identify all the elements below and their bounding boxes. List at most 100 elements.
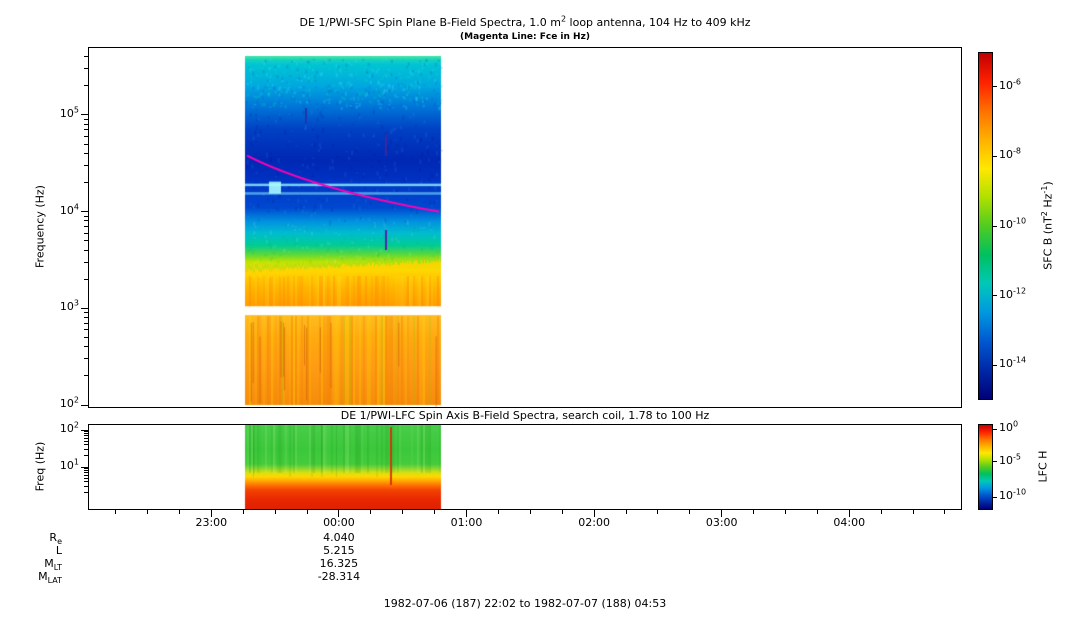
sfc-y-major-tick [81,114,88,116]
lfc-colorbar-tick-label: 100 [999,419,1019,435]
lfc-y-minor-tick [84,455,88,457]
lfc-y-tick-label: 101 [59,457,79,472]
ephemeris-value: 5.215 [323,544,355,557]
x-axis-minor-tick [784,510,786,514]
sfc-y-minor-tick [84,135,88,137]
sfc-y-minor-tick [84,358,88,360]
x-axis-minor-tick [753,510,755,514]
ephemeris-value: -28.314 [317,570,361,583]
sfc-colorbar-tick-label: 10-14 [999,355,1027,371]
time-range-caption: 1982-07-06 (187) 22:02 to 1982-07-07 (18… [383,597,667,610]
sfc-y-minor-tick [84,152,88,154]
x-axis-minor-tick [529,510,531,514]
lfc-colorbar-tick [993,428,997,430]
lfc-colorbar-tick-label: 10-10 [999,487,1027,503]
x-axis-minor-tick [497,510,499,514]
sfc-y-minor-tick [84,123,88,125]
sfc-y-minor-tick [84,278,88,280]
x-axis-minor-tick [370,510,372,514]
x-axis-tick-label: 03:00 [705,516,738,529]
x-axis-minor-tick [274,510,276,514]
sfc-y-major-tick [81,211,88,213]
ephemeris-label: MLAT [38,570,62,586]
sfc-y-minor-tick [84,329,88,331]
sfc-y-minor-tick [84,322,88,324]
sfc-y-minor-tick [84,232,88,234]
x-axis-tick-label: 00:00 [323,516,355,529]
lfc-y-minor-tick [84,492,88,494]
sfc-y-tick-label: 105 [59,105,79,120]
lfc-y-major-tick [81,429,88,431]
sfc-y-minor-tick [84,56,88,58]
sfc-y-minor-tick [84,336,88,338]
x-axis-minor-tick [306,510,308,514]
x-axis-major-tick [593,510,595,517]
sfc-spectrogram-canvas [89,48,961,407]
sfc-colorbar-tick-label: 10-12 [999,285,1027,301]
sfc-colorbar-tick [993,295,997,297]
sfc-y-minor-tick [84,240,88,242]
lfc-y-minor-tick [84,474,88,476]
lfc-y-minor-tick [84,433,88,435]
sfc-y-minor-tick [84,346,88,348]
ephemeris-label: L [55,544,62,557]
sfc-subtitle: (Magenta Line: Fce in Hz) [460,32,590,42]
sfc-colorbar-tick-label: 10-8 [999,146,1021,162]
sfc-y-tick-label: 104 [59,201,79,217]
lfc-y-minor-tick [84,481,88,483]
x-axis-minor-tick [816,510,818,514]
x-axis-minor-tick [912,510,914,514]
x-axis-minor-tick [242,510,244,514]
sfc-y-minor-tick [84,226,88,228]
x-axis-minor-tick [657,510,659,514]
lfc-colorbar [978,424,993,510]
sfc-y-minor-tick [84,220,88,222]
lfc-spectrogram-canvas [89,425,961,509]
sfc-y-minor-tick [84,261,88,263]
x-axis-tick-label: 02:00 [578,516,610,529]
lfc-y-tick-label: 102 [59,420,79,435]
sfc-colorbar-title: SFC B (nT2 Hz-1) [1039,181,1055,270]
ephemeris-label: MLT [44,557,62,573]
sfc-y-minor-tick [84,312,88,314]
x-axis-major-tick [466,510,468,517]
ephemeris-value: 4.040 [323,531,355,544]
x-axis-minor-tick [689,510,691,514]
sfc-y-minor-tick [84,249,88,251]
lfc-colorbar-tick [993,496,997,498]
lfc-y-minor-tick [84,485,88,487]
lfc-colorbar-tick [993,461,997,463]
lfc-y-minor-tick [84,435,88,437]
sfc-y-minor-tick [84,118,88,120]
sfc-colorbar-tick [993,155,997,157]
x-axis-tick-label: 04:00 [833,516,866,529]
sfc-colorbar-tick [993,86,997,88]
sfc-y-minor-tick [84,317,88,319]
sfc-colorbar-tick [993,225,997,227]
sfc-colorbar [978,52,993,400]
sfc-y-minor-tick [84,143,88,145]
sfc-y-tick-label: 102 [59,395,79,410]
sfc-y-minor-tick [84,68,88,70]
x-axis-major-tick [848,510,850,517]
lfc-y-minor-tick [84,431,88,433]
ephemeris-label: Re [49,531,62,547]
x-axis-minor-tick [561,510,563,514]
x-axis-minor-tick [147,510,149,514]
sfc-y-minor-tick [84,375,88,377]
x-axis-minor-tick [944,510,946,514]
ephemeris-value: 16.325 [319,557,359,570]
x-axis-major-tick [721,510,723,517]
lfc-y-minor-tick [84,440,88,442]
sfc-colorbar-tick-label: 10-6 [999,77,1021,92]
sfc-title: DE 1/PWI-SFC Spin Plane B-Field Spectra,… [299,14,751,29]
lfc-colorbar-tick-label: 10-5 [999,452,1021,467]
lfc-y-minor-tick [84,477,88,479]
sfc-y-tick-label: 103 [59,298,79,314]
lfc-y-minor-tick [84,448,88,450]
sfc-y-minor-tick [84,129,88,131]
lfc-spectrogram-panel [88,424,962,510]
lfc-title: DE 1/PWI-LFC Spin Axis B-Field Spectra, … [340,409,710,422]
x-axis-major-tick [210,510,212,517]
